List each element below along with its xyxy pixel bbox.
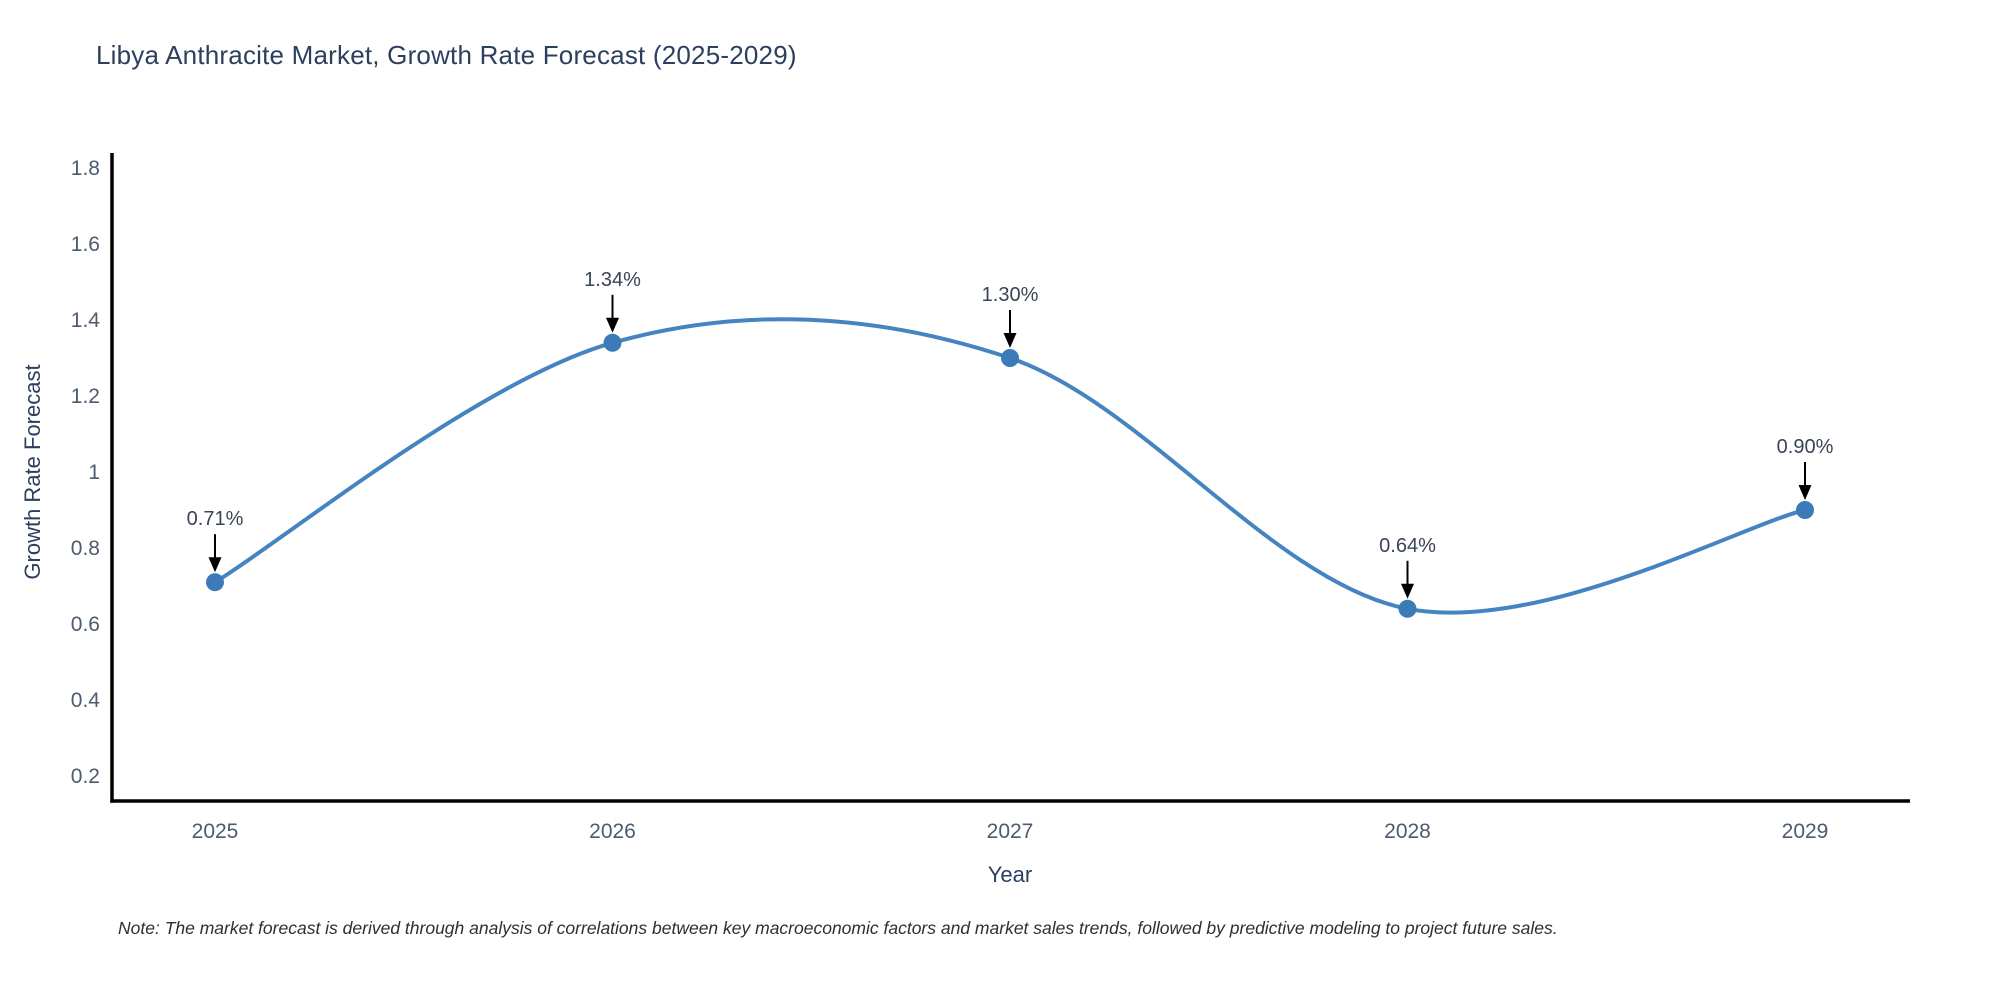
point-value-label: 1.34% bbox=[584, 269, 641, 291]
data-point-2026[interactable] bbox=[603, 333, 622, 352]
annotation-arrowhead-icon bbox=[1798, 485, 1812, 500]
y-axis-tick-label: 0.6 bbox=[71, 613, 100, 636]
point-value-label: 0.90% bbox=[1777, 436, 1834, 458]
data-point-2029[interactable] bbox=[1796, 501, 1814, 519]
y-axis-tick-label: 1.2 bbox=[71, 385, 100, 408]
x-axis-tick-label: 2025 bbox=[192, 820, 239, 843]
x-axis-tick-label: 2027 bbox=[987, 820, 1034, 843]
x-axis-tick-label: 2029 bbox=[1782, 820, 1829, 843]
point-value-label: 0.64% bbox=[1379, 535, 1436, 557]
y-axis-tick-label: 1.8 bbox=[71, 157, 100, 180]
y-axis-tick-label: 1.6 bbox=[71, 233, 100, 256]
point-value-label: 1.30% bbox=[982, 284, 1039, 306]
data-point-2027[interactable] bbox=[1001, 349, 1019, 367]
annotation-arrowhead-icon bbox=[606, 317, 619, 333]
annotation-arrowhead-icon bbox=[1401, 583, 1414, 599]
y-axis-tick-label: 0.8 bbox=[71, 537, 100, 560]
y-axis-tick-label: 1.4 bbox=[71, 309, 101, 332]
annotation-arrowhead-icon bbox=[208, 557, 222, 573]
x-axis-tick-label: 2026 bbox=[589, 820, 636, 843]
y-axis-tick-label: 0.4 bbox=[71, 689, 101, 712]
y-axis-tick-label: 0.2 bbox=[71, 765, 100, 788]
y-axis-title: Growth Rate Forecast bbox=[20, 364, 45, 580]
data-point-2028[interactable] bbox=[1398, 599, 1417, 618]
data-point-2025[interactable] bbox=[206, 573, 224, 592]
y-axis-tick-label: 1 bbox=[88, 461, 100, 484]
point-value-label: 0.71% bbox=[187, 508, 244, 530]
footnote: Note: The market forecast is derived thr… bbox=[118, 918, 1558, 938]
x-axis-title: Year bbox=[987, 862, 1033, 887]
annotation-arrowhead-icon bbox=[1003, 333, 1017, 348]
chart-title: Libya Anthracite Market, Growth Rate For… bbox=[96, 40, 797, 70]
x-axis-tick-label: 2028 bbox=[1384, 820, 1431, 843]
